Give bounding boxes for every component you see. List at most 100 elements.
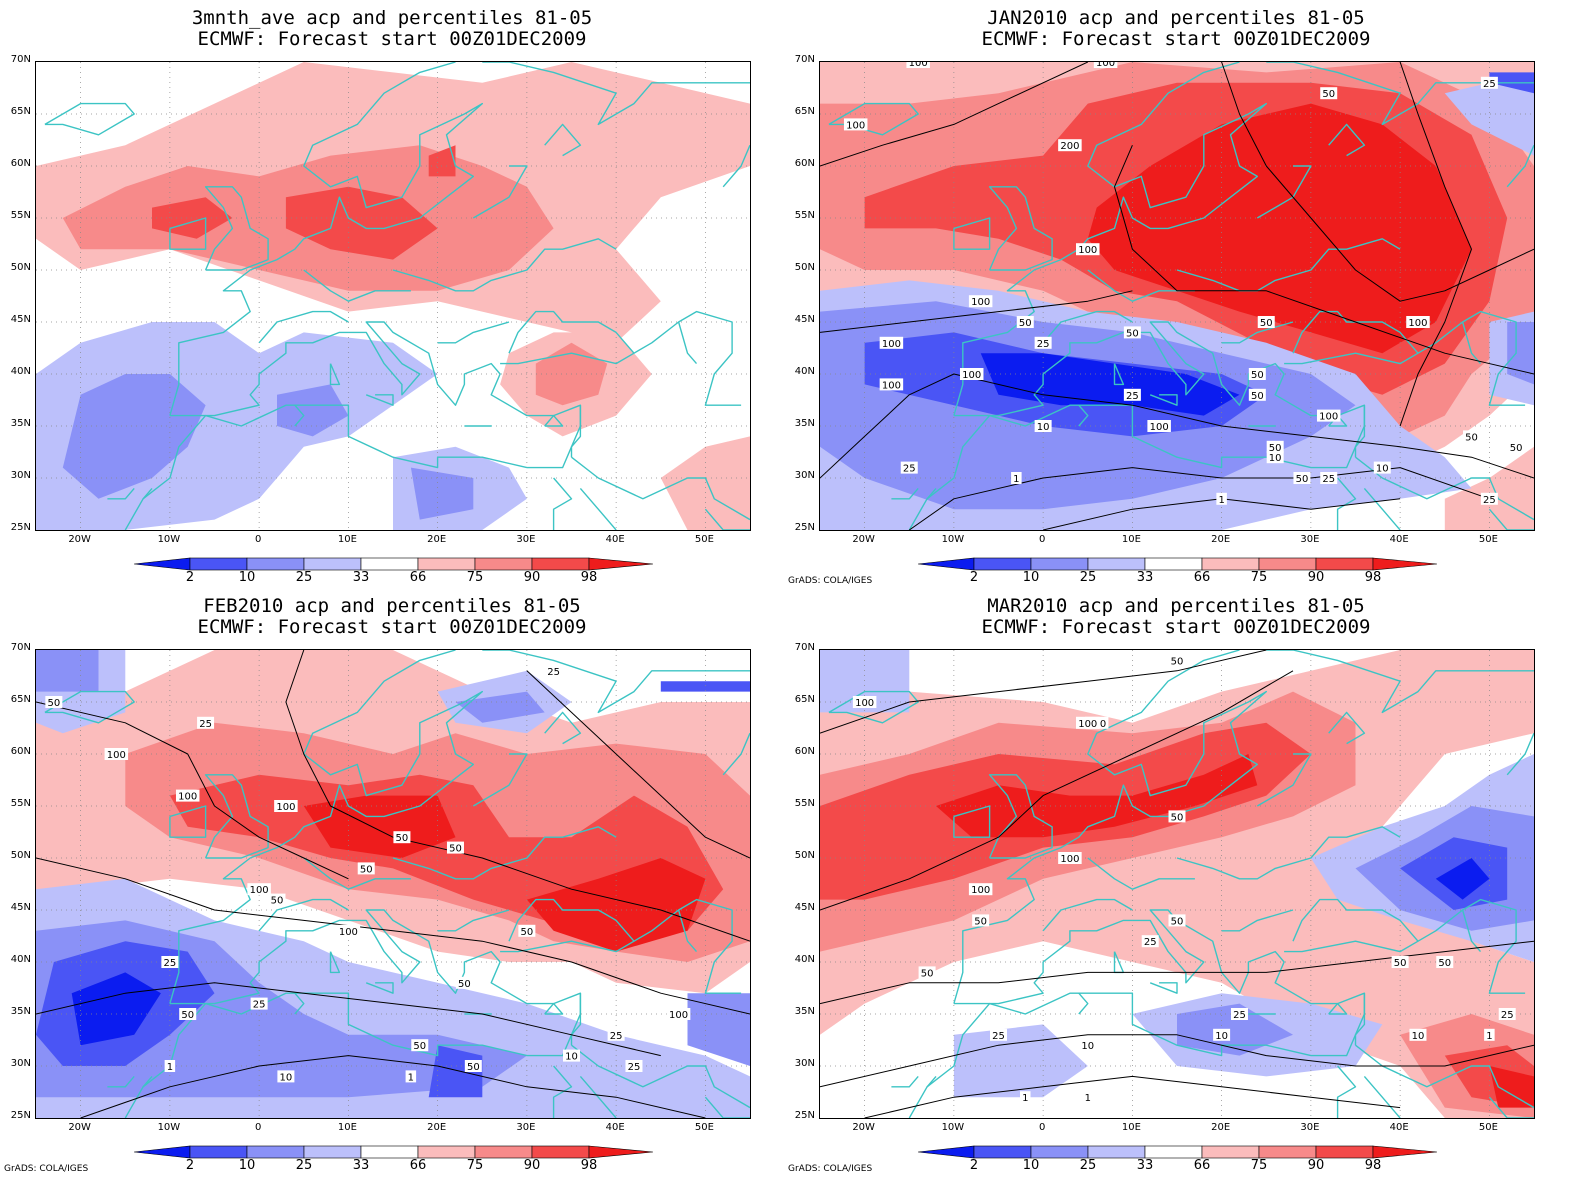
percentile-region-red-98 (526, 858, 706, 952)
contour-label-bg (1123, 388, 1141, 401)
colorbar-segment (1201, 1145, 1260, 1159)
contour-label-bg (990, 1028, 1007, 1041)
colorbar-segment (417, 557, 476, 571)
longitude-label: 10E (1121, 1122, 1141, 1133)
contour-label: 50 (1322, 89, 1335, 100)
contour-label: 100 (339, 927, 358, 938)
contour-label: 25 (610, 1031, 623, 1042)
coastline (908, 404, 1312, 530)
colorbar-label: 2 (969, 570, 979, 585)
contour-label-bg (1266, 451, 1284, 464)
coastline (1355, 456, 1534, 521)
coastline (722, 144, 750, 188)
contour-label: 50 (1251, 391, 1264, 402)
longitude-label: 0 (1038, 534, 1046, 545)
colorbar-label: 10 (238, 1158, 256, 1173)
longitude-label: 50E (1478, 1122, 1498, 1133)
contour-label-bg (1391, 956, 1409, 968)
contour-line (36, 701, 349, 880)
coastline (500, 310, 635, 365)
contour-label-bg (1058, 139, 1082, 152)
coastline (1087, 857, 1195, 890)
coastline (392, 826, 617, 880)
coastline (953, 805, 991, 838)
contour-label-bg (1076, 243, 1100, 256)
contour-label-bg (405, 1070, 417, 1083)
colorbar-arrow-left (133, 1145, 191, 1159)
contour-label-bg (393, 831, 411, 844)
contour-label-bg (968, 295, 993, 308)
coastline (1149, 394, 1178, 406)
contour-label-bg (518, 924, 536, 937)
contour-label-bg (1141, 935, 1159, 948)
contour-label-bg (179, 1008, 197, 1020)
percentile-region-blue-10 (660, 681, 750, 692)
contour-label-bg (1257, 316, 1275, 328)
longitude-label: 0 (254, 1122, 262, 1133)
longitude-label: 10W (941, 1122, 965, 1133)
contour-label-bg (625, 1060, 643, 1072)
contour-label-bg (1320, 472, 1338, 484)
coastline (544, 414, 564, 427)
latitude-label: 60N (10, 158, 31, 169)
contour-label-bg (1463, 430, 1481, 443)
contour-label-bg (104, 748, 129, 760)
longitude-label: 20E (1211, 1122, 1231, 1133)
latitude-label: 40N (794, 954, 815, 965)
coastline (908, 992, 1312, 1118)
coastline (1328, 123, 1366, 157)
coastline (544, 123, 582, 157)
longitude-label: 20E (427, 534, 447, 545)
map-canvas: 5010010010050100100505025505010101125251… (820, 650, 1534, 1118)
coastline (579, 1075, 617, 1118)
percentile-region-blue-2 (1435, 858, 1490, 900)
contour-label-bg (852, 696, 877, 708)
contour-label-bg (1034, 336, 1052, 349)
colorbar-segment (1315, 1145, 1374, 1159)
colorbar-label: 10 (238, 570, 256, 585)
latitude-label: 70N (10, 54, 31, 65)
colorbar-label: 75 (466, 570, 484, 585)
colorbar-segment (1201, 557, 1260, 571)
contour-label: 10 (1215, 1031, 1228, 1042)
map-canvas (36, 62, 750, 530)
coastline (124, 992, 528, 1118)
coastline (44, 690, 135, 724)
contour-label: 50 (396, 833, 409, 844)
grads-credit: GrADS: COLA/IGES (4, 1164, 89, 1174)
longitude-label: 10W (941, 534, 965, 545)
coastline (552, 1065, 573, 1118)
colorbar-label: 10 (1022, 1158, 1040, 1173)
contour-label-bg (336, 924, 361, 937)
contour-label: 50 (1296, 474, 1309, 485)
colorbar-segment (1144, 1145, 1203, 1159)
latitude-label: 45N (10, 314, 31, 325)
coastline (303, 269, 411, 302)
contour-line (820, 290, 1133, 333)
longitude-label: 20W (852, 1122, 875, 1133)
contour-label-bg (1248, 388, 1266, 401)
contour-label: 1 (167, 1062, 173, 1073)
coastline (169, 62, 483, 416)
latitude-label: 35N (10, 418, 31, 429)
latitude-label: 35N (794, 418, 815, 429)
colorbar-segment (1258, 1145, 1317, 1159)
percentile-region-blue-33 (953, 1024, 1088, 1098)
colorbar-label: 33 (352, 570, 370, 585)
contour-label-bg (1507, 440, 1525, 453)
contour-label-bg (411, 1039, 429, 1052)
panel-title-line2: ECMWF: Forecast start 00Z01DEC2009 (981, 28, 1371, 50)
coastline (365, 982, 394, 994)
colorbar-segment (189, 557, 248, 571)
colorbar-arrow-left (917, 1145, 975, 1159)
coastline (142, 1075, 153, 1088)
contour-label-bg (197, 716, 215, 729)
panel-title-line1: MAR2010 acp and percentiles 81-05 (987, 595, 1365, 617)
contour-label: 200 (1060, 141, 1079, 152)
coastline (633, 310, 742, 406)
contour-label: 25 (1483, 495, 1496, 506)
contour-label-bg (1484, 1028, 1495, 1041)
coastline (329, 363, 341, 386)
coastline (988, 774, 1053, 859)
coastline (1488, 1096, 1534, 1118)
